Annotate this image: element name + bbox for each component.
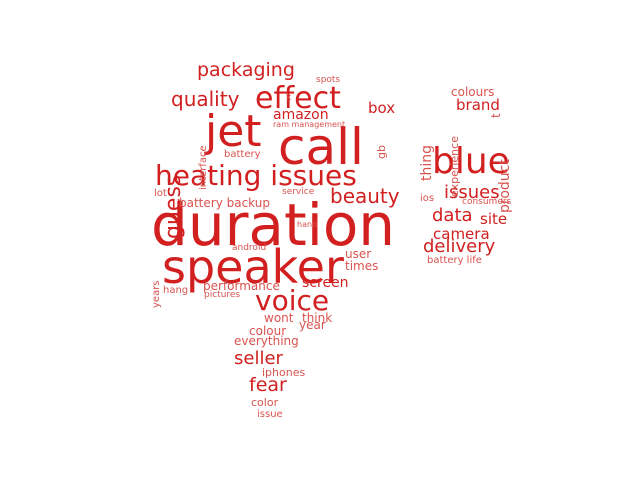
word-quality: quality (171, 87, 240, 111)
word-site: site (480, 210, 508, 228)
word-data: data (432, 205, 473, 226)
word-user: user (345, 247, 372, 261)
word-performance: performance (203, 279, 280, 293)
word-t: t (489, 113, 503, 118)
word-colour: colour (249, 324, 287, 338)
word-beauty: beauty (330, 184, 400, 208)
word-delivery: delivery (423, 236, 496, 257)
word-consumers: consumers (462, 197, 512, 207)
word-seller: seller (234, 348, 283, 369)
word-year: year (299, 318, 326, 332)
word-battery: battery (224, 149, 261, 160)
word-k: k (286, 93, 292, 103)
word-android: android (232, 243, 267, 253)
word-jet: jet (205, 106, 262, 157)
word-amazon: amazon (273, 107, 329, 123)
word-blue: blue (432, 141, 510, 182)
word-ram-management: ram management (273, 120, 346, 129)
word-packaging: packaging (197, 59, 295, 81)
word-times: times (345, 259, 379, 273)
word-camera: camera (433, 225, 490, 243)
word-color: color (251, 396, 279, 409)
word-heating-issues: heating issues (155, 159, 357, 192)
word-fear: fear (249, 374, 287, 396)
word-wont: wont (264, 311, 294, 325)
word-service: service (282, 187, 315, 197)
word-spots: spots (316, 75, 341, 85)
word-voice: voice (255, 284, 330, 317)
word-thing: thing (419, 144, 435, 181)
word-battery-backup: battery backup (179, 196, 270, 210)
word-issue: issue (257, 409, 283, 420)
word-iphones: iphones (262, 366, 306, 379)
word-battery-life: battery life (427, 255, 482, 266)
word-effect: effect (255, 81, 341, 116)
word-screen: screen (302, 275, 349, 291)
word-issues: issues (444, 182, 500, 203)
word-experience: experience (448, 136, 461, 197)
word-pictures: pictures (204, 290, 241, 300)
word-think: think (302, 311, 333, 325)
word-colours: colours (451, 85, 495, 99)
word-brand: brand (456, 96, 500, 114)
word-hand: hand (297, 220, 318, 229)
word-speaker: speaker (162, 240, 344, 294)
word-ios: ios (420, 193, 435, 204)
word-everything: everything (234, 334, 299, 348)
word-years: years (151, 280, 162, 308)
word-hang: hang (163, 285, 189, 296)
word-duration: duration (151, 191, 396, 259)
word-interface: interface (198, 145, 209, 190)
word-lot: lot (154, 188, 167, 199)
word-box: box (368, 99, 396, 117)
word-gb: gb (375, 145, 388, 159)
word-call: call (278, 118, 364, 176)
